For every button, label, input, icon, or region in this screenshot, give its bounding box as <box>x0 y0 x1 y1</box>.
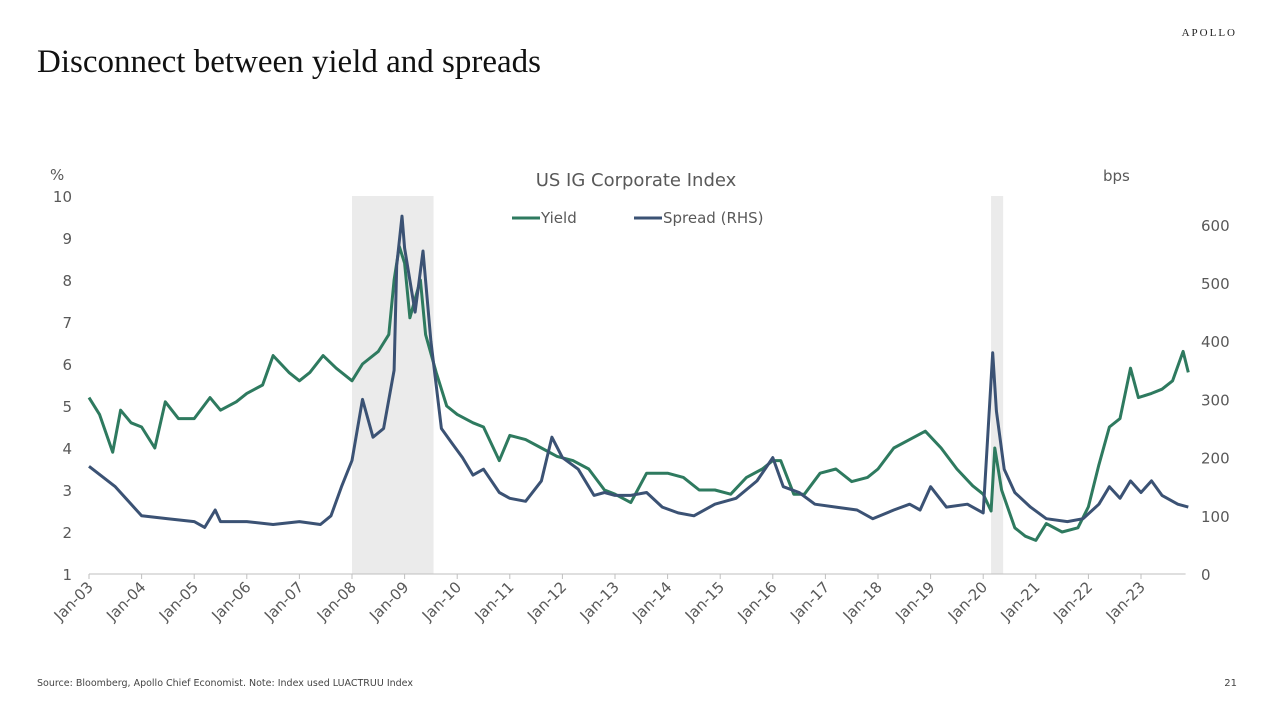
recession-band <box>991 196 1004 574</box>
recession-bands <box>352 196 1004 574</box>
y-axis-label: % <box>50 166 64 184</box>
x-tick-label: Jan-07 <box>260 578 307 625</box>
y2-tick-label: 200 <box>1201 450 1230 468</box>
x-tick-label: Jan-11 <box>471 578 518 625</box>
legend-label-yield: Yield <box>540 209 577 227</box>
y2-axis-label: bps <box>1103 167 1130 185</box>
chart-title: US IG Corporate Index <box>536 170 737 191</box>
x-tick-label: Jan-06 <box>208 578 255 625</box>
source-note: Source: Bloomberg, Apollo Chief Economis… <box>37 678 413 689</box>
x-tick-label: Jan-19 <box>891 578 938 625</box>
x-tick-label: Jan-03 <box>50 578 97 625</box>
x-tick-label: Jan-21 <box>997 578 1044 625</box>
x-tick-label: Jan-09 <box>365 578 412 625</box>
y-tick-label: 4 <box>62 440 72 458</box>
y-tick-label: 6 <box>62 356 72 374</box>
x-tick-label: Jan-16 <box>734 578 781 625</box>
x-tick-label: Jan-22 <box>1049 578 1096 625</box>
x-tick-label: Jan-08 <box>313 578 360 625</box>
y2-tick-label: 300 <box>1201 391 1230 409</box>
y-tick-label: 7 <box>62 314 72 332</box>
spread-line <box>88 214 1189 529</box>
x-tick-label: Jan-04 <box>102 578 149 625</box>
y-tick-label: 1 <box>62 566 72 584</box>
x-tick-label: Jan-15 <box>681 578 728 625</box>
y-tick-label: 8 <box>62 272 72 290</box>
y-tick-label: 9 <box>62 230 72 248</box>
legend-label-spread: Spread (RHS) <box>663 209 764 227</box>
legend: Yield Spread (RHS) <box>512 209 764 227</box>
x-tick-label: Jan-13 <box>576 578 623 625</box>
y2-tick-label: 100 <box>1201 508 1230 526</box>
x-tick-label: Jan-10 <box>418 578 465 625</box>
page-number: 21 <box>1224 678 1237 689</box>
x-tick-label: Jan-18 <box>839 578 886 625</box>
x-tick-label: Jan-12 <box>523 578 570 625</box>
y-tick-label: 10 <box>53 188 72 206</box>
y-tick-label: 2 <box>62 524 72 542</box>
yield-line <box>87 244 1190 542</box>
y-tick-label: 3 <box>62 482 72 500</box>
y2-tick-label: 0 <box>1201 566 1211 584</box>
x-tick-label: Jan-05 <box>155 578 202 625</box>
x-tick-label: Jan-23 <box>1102 578 1149 625</box>
y2-tick-label: 600 <box>1201 217 1230 235</box>
y2-tick-label: 400 <box>1201 333 1230 351</box>
x-tick-label: Jan-20 <box>944 578 991 625</box>
page-title: Disconnect between yield and spreads <box>37 44 541 80</box>
y-tick-label: 5 <box>62 398 72 416</box>
brand-logo: APOLLO <box>1181 27 1237 39</box>
x-tick-label: Jan-17 <box>786 578 833 625</box>
y2-tick-label: 500 <box>1201 275 1230 293</box>
x-tick-label: Jan-14 <box>628 578 675 625</box>
